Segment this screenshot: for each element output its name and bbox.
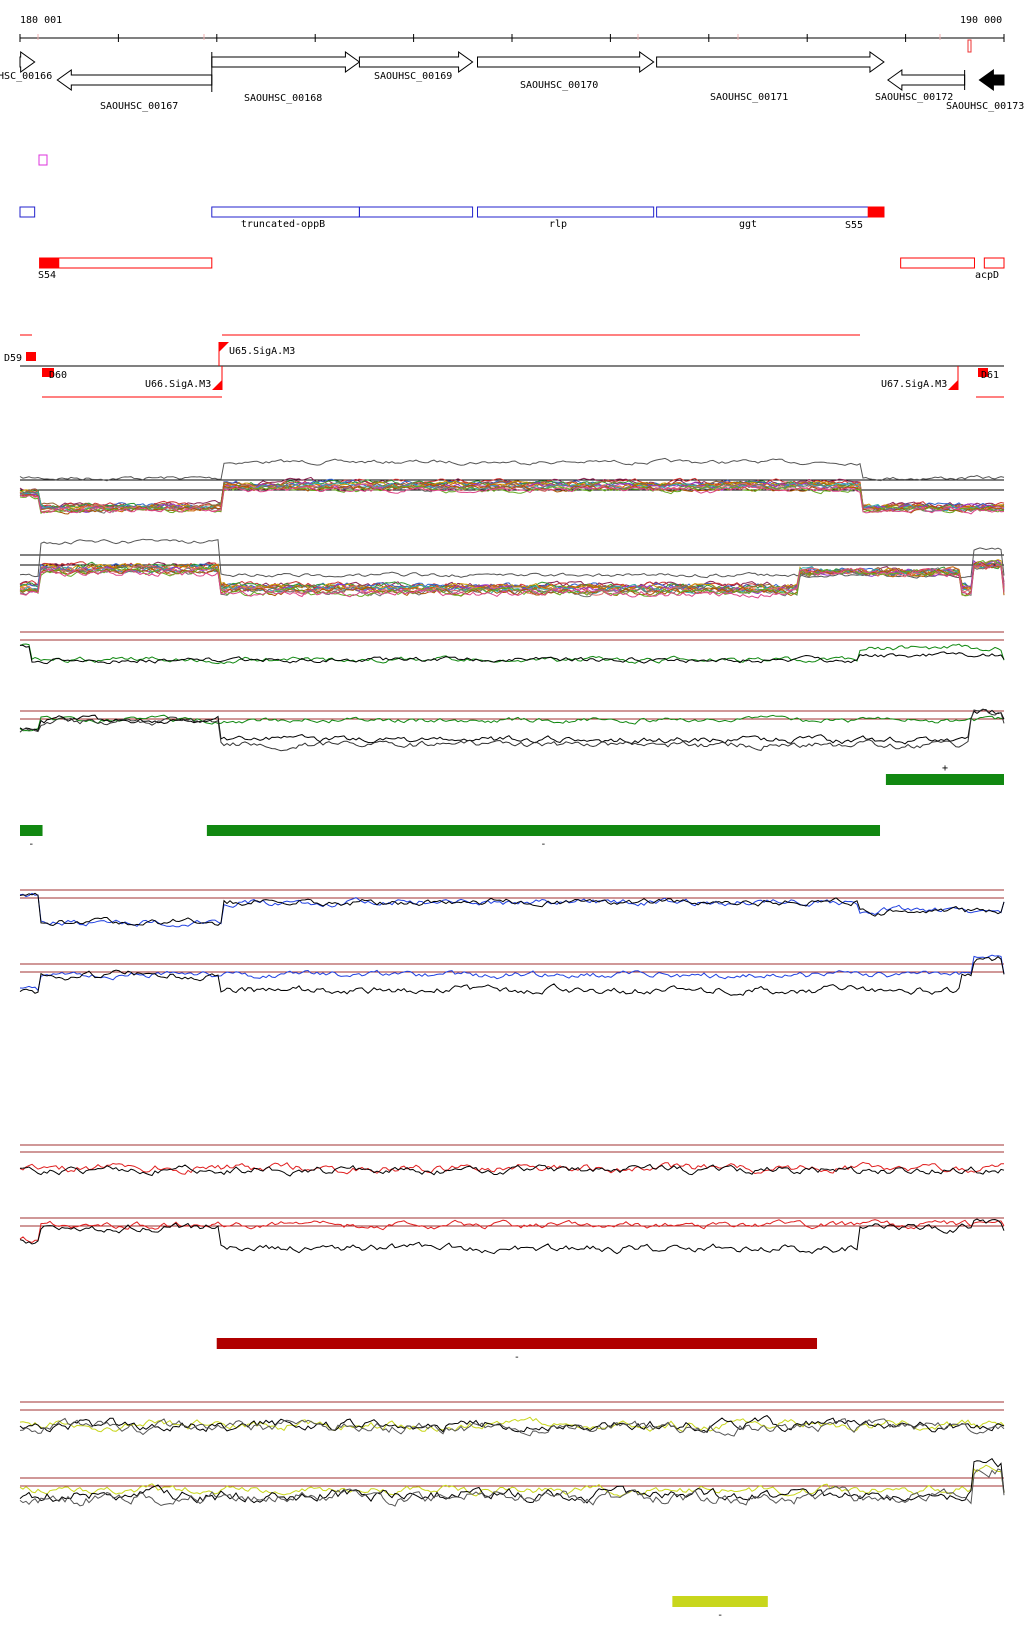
gene-label: SAOUHSC_00167 [100,101,178,112]
marker-label: D60 [49,370,67,381]
marker-label: U66.SigA.M3 [145,379,211,390]
gene-arrow [656,51,885,73]
green-strand-bar [206,825,881,836]
strand-sign: - [540,839,546,850]
black-trace [19,956,1005,996]
gene-label: SAOUHSC_00173 [946,101,1024,112]
trace-line [19,563,1005,599]
trace-line [19,457,1005,482]
black-trace [19,1218,1005,1255]
promoter-flag [219,342,229,352]
gene-arrow [477,51,655,73]
gene-label: OUHSC_00166 [0,71,52,82]
blue-feature-box [477,206,655,218]
blue-feature-box [656,206,885,218]
black-trace [19,708,1005,752]
blue-feature-label: ggt [739,219,757,230]
gene-label: SAOUHSC_00169 [374,71,452,82]
trace-line [19,561,1005,597]
red-feature-box [900,257,975,269]
red-feature-track: S54 S55 acpD [38,206,1005,281]
marker-label: U65.SigA.M3 [229,346,295,357]
strand-sign: - [514,1352,520,1363]
red-trace [19,1219,1005,1244]
gene-arrow [211,51,361,73]
blue-trace [19,954,1005,992]
promoter-flag [212,380,222,390]
blue-feature-label: truncated-oppB [241,219,325,230]
ruler-marker [967,39,972,53]
ruler-end-label: 190 000 [960,15,1002,26]
black-trace [19,892,1005,927]
promoter-flag [948,380,958,390]
marker-track: D59 D60 U65.SigA.M3 U66.SigA.M3 U67.SigA.M3 D… [4,334,1004,398]
ruler: 180 001 190 000 [19,15,1005,53]
green-strand-bar [20,825,43,836]
gene-label: SAOUHSC_00170 [520,80,598,91]
blue-trace [19,892,1005,928]
blue-feature-track: truncated-oppB rlp ggt [19,206,885,230]
gene-arrow [358,51,474,73]
marker-block [42,368,54,377]
strand-sign: - [717,1610,723,1621]
red-feature-head [39,258,60,268]
red-feature-box [983,257,1005,269]
red-feature-label: acpD [975,270,999,281]
blue-feature-box [211,206,360,218]
red-feature-box [867,206,885,218]
expression-traces [19,457,1005,1507]
yellow-trace [19,1464,1005,1497]
marker-block [26,352,36,361]
gene-arrow [978,69,1005,91]
marker-label: U67.SigA.M3 [881,379,947,390]
blue-feature-label: rlp [549,219,567,230]
black-trace [19,709,1005,745]
gene-arrow [19,51,36,73]
marker-label: D59 [4,353,22,364]
black-trace [19,1458,1005,1504]
gene-label: SAOUHSC_00168 [244,93,322,104]
red-feature-box [39,257,213,269]
red-feature-label: S54 [38,270,56,281]
green-trace [19,714,1005,732]
ruler-start-label: 180 001 [20,15,62,26]
strand-bars: + - - - - [20,763,1004,1621]
trace-line [19,484,1005,515]
marker-label: D61 [981,370,999,381]
black-trace [19,1417,1005,1437]
red-feature-label: S55 [845,220,863,231]
magenta-feature [38,154,48,166]
gene-label: SAOUHSC_00172 [875,92,953,103]
blue-feature-box [19,206,36,218]
black-trace [19,644,1005,665]
trace-line [19,480,1005,511]
gene-label: SAOUHSC_00171 [710,92,788,103]
black-trace [19,1163,1005,1177]
strand-sign: - [28,839,34,850]
black-trace [19,1468,1005,1507]
yellow-strand-bar [672,1596,768,1607]
gene-track: OUHSC_00166 SAOUHSC_00167 SAOUHSC_00168 SAO… [0,51,1024,112]
blue-feature-box [358,206,474,218]
ruler-ticks [19,34,1005,53]
strand-sign: + [942,763,948,774]
trace-line [19,485,1005,515]
red-strand-bar [216,1338,818,1349]
marker-block [978,368,988,377]
gene-arrow [887,69,966,91]
green-strand-bar [885,774,1004,785]
gene-arrow [56,69,213,91]
